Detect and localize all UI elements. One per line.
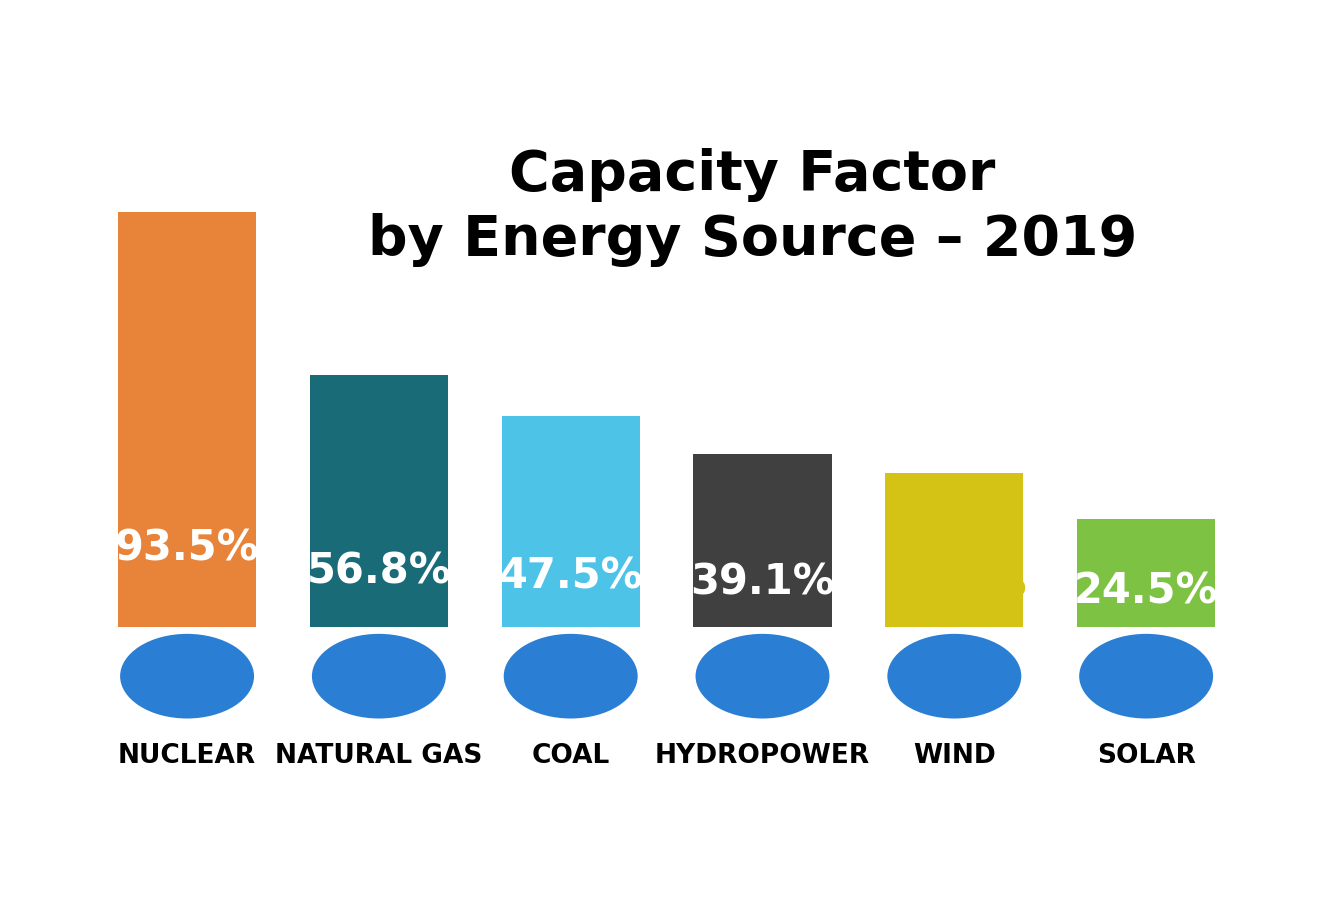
Text: 47.5%: 47.5% <box>499 556 643 598</box>
Text: 39.1%: 39.1% <box>690 561 834 603</box>
Bar <box>117 213 256 627</box>
Ellipse shape <box>693 632 832 721</box>
Ellipse shape <box>117 632 256 721</box>
Text: 93.5%: 93.5% <box>115 528 259 569</box>
Text: 24.5%: 24.5% <box>1074 570 1218 612</box>
Bar <box>502 417 640 627</box>
Ellipse shape <box>502 632 640 721</box>
Text: HYDROPOWER: HYDROPOWER <box>655 743 870 769</box>
Text: 34.8%: 34.8% <box>882 563 1027 605</box>
Text: NUCLEAR: NUCLEAR <box>117 743 256 769</box>
Bar <box>886 473 1023 627</box>
Bar <box>310 375 447 627</box>
Text: WIND: WIND <box>913 743 995 769</box>
Text: 56.8%: 56.8% <box>306 550 451 592</box>
Bar <box>1077 518 1216 627</box>
Text: Capacity Factor
by Energy Source – 2019: Capacity Factor by Energy Source – 2019 <box>368 148 1137 267</box>
Ellipse shape <box>886 632 1023 721</box>
Text: COAL: COAL <box>532 743 610 769</box>
Ellipse shape <box>310 632 447 721</box>
Ellipse shape <box>1077 632 1216 721</box>
Text: SOLAR: SOLAR <box>1097 743 1196 769</box>
Text: NATURAL GAS: NATURAL GAS <box>275 743 483 769</box>
Bar <box>693 453 832 627</box>
